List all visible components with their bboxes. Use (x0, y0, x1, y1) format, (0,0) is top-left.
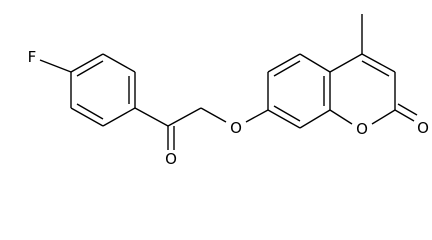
bonds (39, 14, 418, 150)
molecule-diagram: F O O O O (28, 14, 429, 168)
atom-label: O (230, 119, 242, 137)
atom-label: O (356, 120, 368, 138)
atom-label: O (165, 150, 177, 168)
atom-label: O (417, 119, 429, 137)
atom-labels: F O O O O (28, 48, 429, 168)
atom-label: F (28, 48, 37, 66)
